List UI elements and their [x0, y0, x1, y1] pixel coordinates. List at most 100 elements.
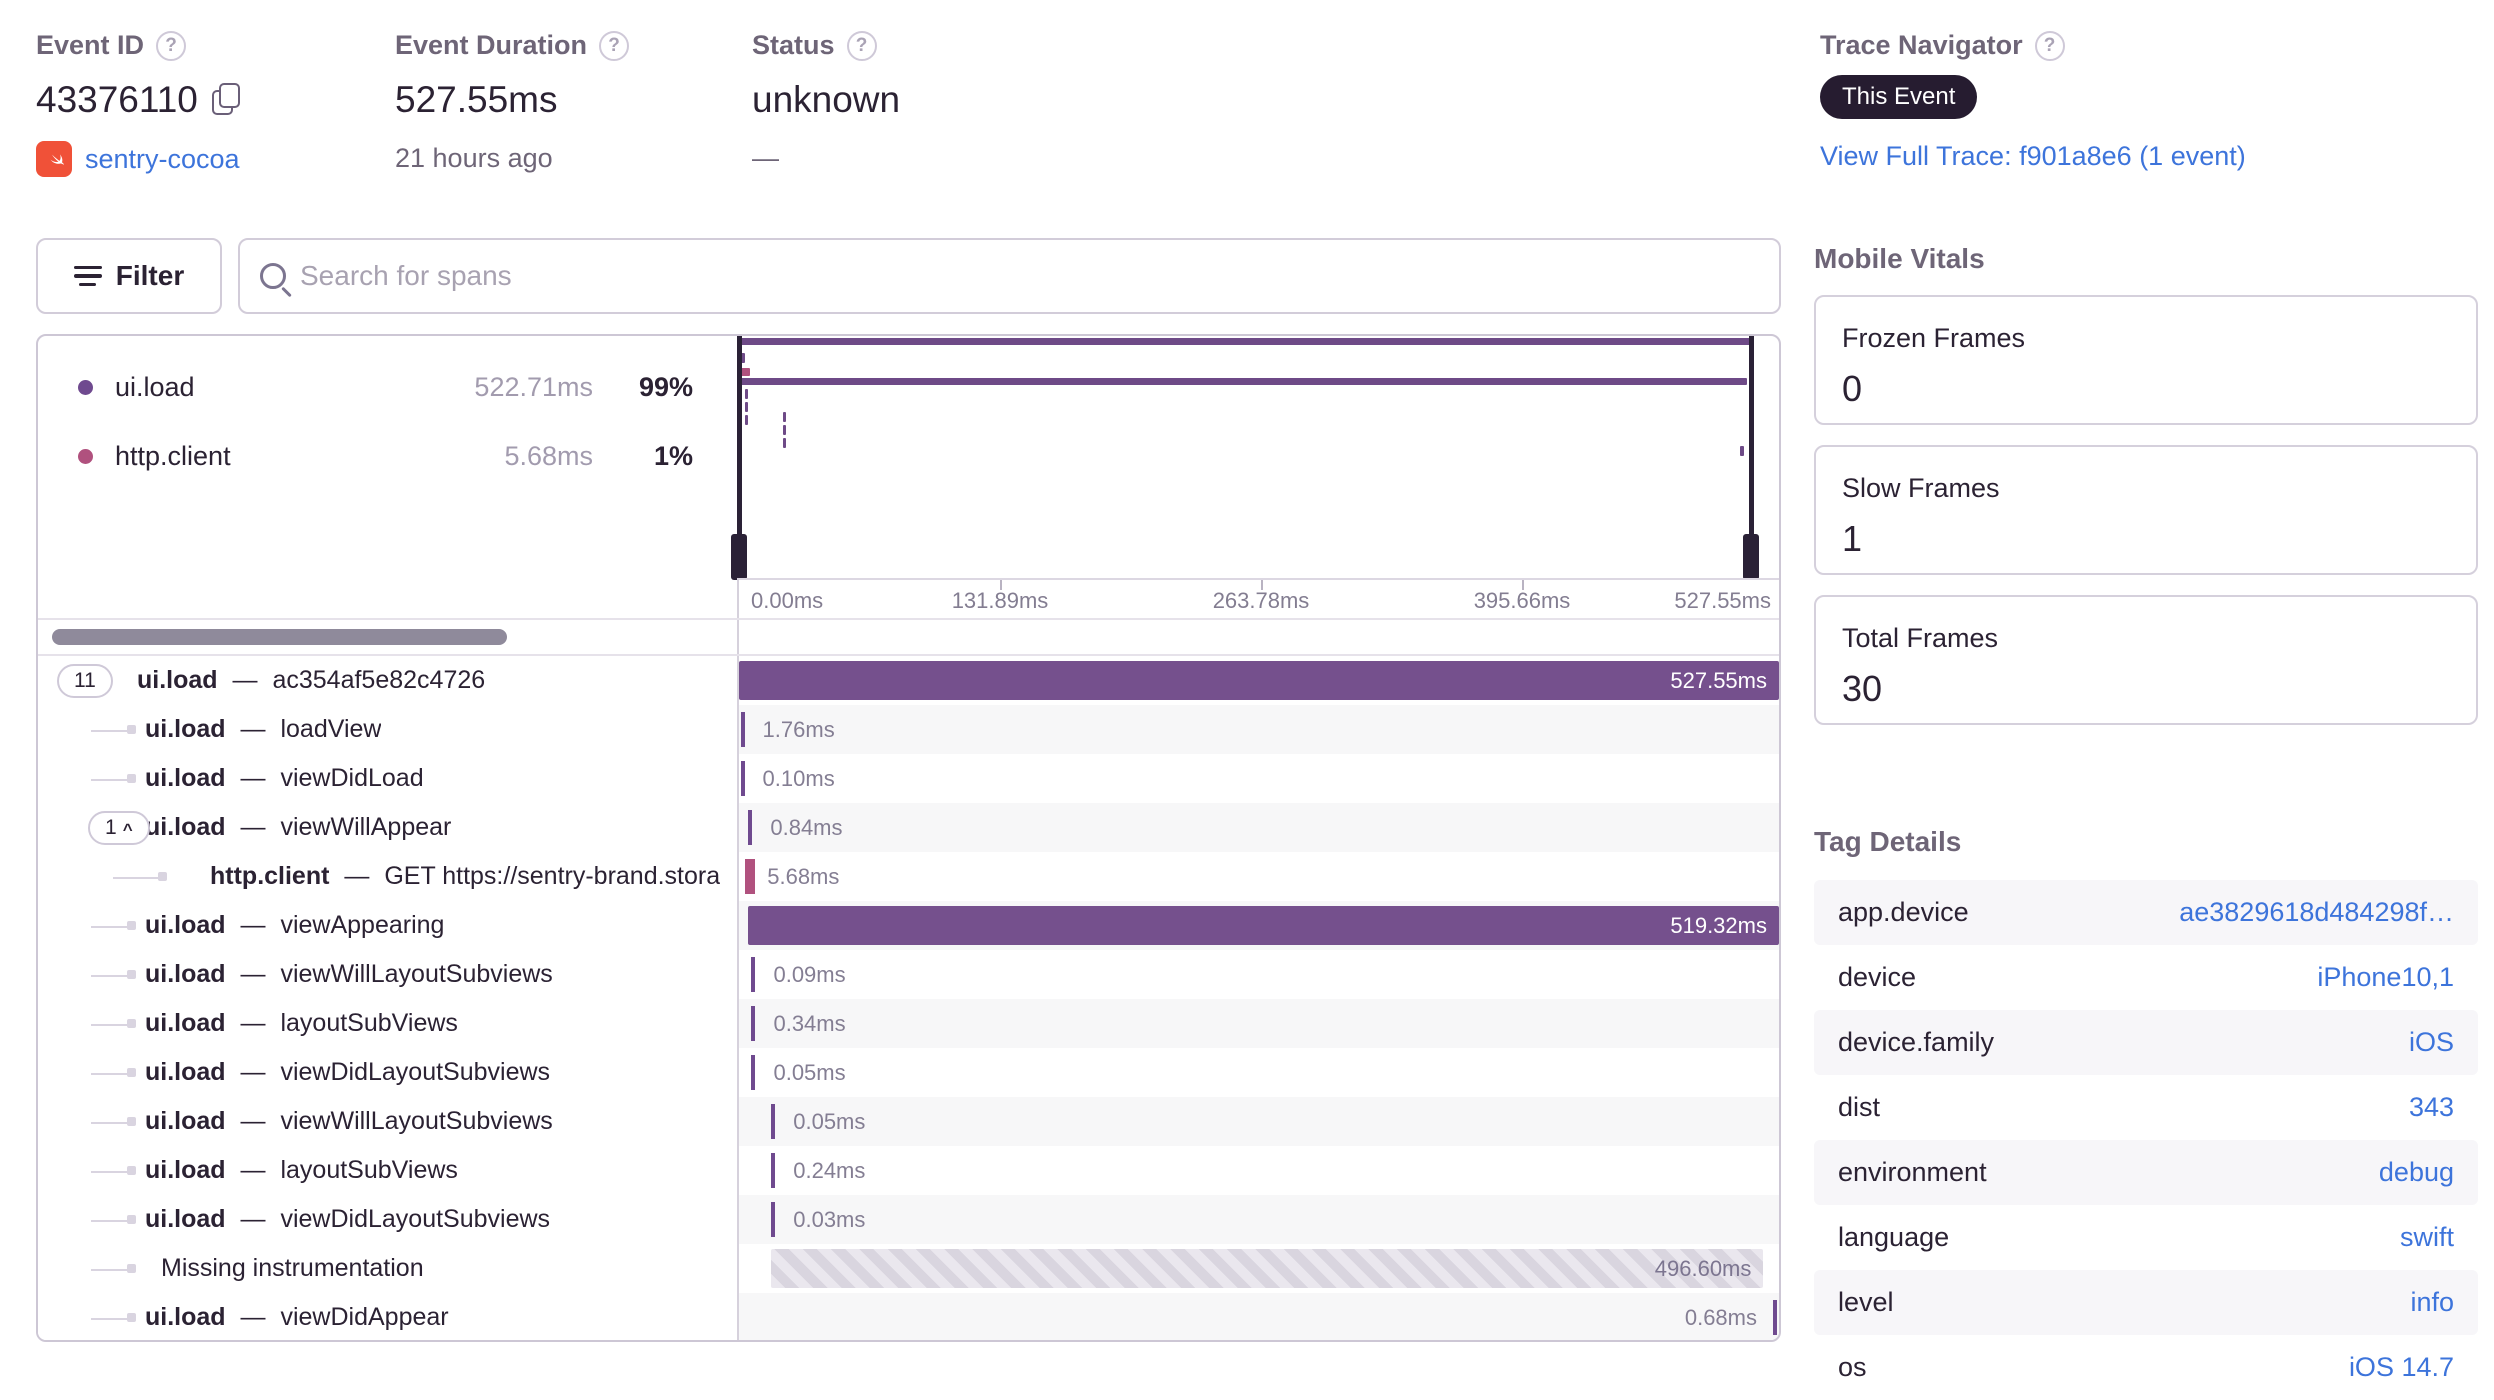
time-axis: 0.00ms 131.89ms 263.78ms 395.66ms 527.55ms	[739, 578, 1779, 618]
search-input[interactable]	[300, 260, 1759, 292]
tag-value-link[interactable]: ae3829618d484298f…	[2179, 897, 2454, 927]
span-tree-cell[interactable]: ^ ui.load — viewDidLayoutSubviews	[38, 1048, 739, 1097]
span-description: Missing instrumentation	[161, 1254, 424, 1282]
span-duration-lane[interactable]: 0.05ms	[739, 1097, 1779, 1146]
event-duration-label: Event Duration	[395, 30, 588, 60]
span-row[interactable]: ^ ui.load — layoutSubViews 0.34ms	[38, 999, 1779, 1048]
help-icon[interactable]: ?	[2034, 30, 2065, 61]
copy-icon[interactable]	[211, 83, 242, 117]
span-bar[interactable]: 519.32ms	[748, 906, 1779, 945]
span-op: http.client	[210, 862, 330, 890]
span-tree-cell[interactable]: ^ ui.load — layoutSubViews	[38, 1146, 739, 1195]
span-tick-bar[interactable]	[740, 712, 745, 747]
span-search-box[interactable]	[238, 238, 1781, 314]
legend-op-name: ui.load	[115, 372, 195, 402]
filter-button[interactable]: Filter	[36, 238, 222, 314]
span-row[interactable]: ^ ui.load — viewDidLoad 0.10ms	[38, 754, 1779, 803]
help-icon[interactable]: ?	[599, 30, 630, 61]
span-tree-cell[interactable]: ^ ui.load — viewWillLayoutSubviews	[38, 1097, 739, 1146]
span-duration-lane[interactable]: 0.10ms	[739, 754, 1779, 803]
span-tree-cell[interactable]: ^ ui.load — viewDidLayoutSubviews	[38, 1195, 739, 1244]
span-bar[interactable]: 527.55ms	[739, 661, 1779, 700]
span-row[interactable]: ^ ui.load — loadView 1.76ms	[38, 705, 1779, 754]
span-op: ui.load	[145, 1205, 226, 1233]
tag-value-link[interactable]: info	[2410, 1287, 2454, 1317]
span-row[interactable]: 1 ^ ui.load — viewWillAppear 0.84ms	[38, 803, 1779, 852]
span-duration-lane[interactable]: 0.03ms	[739, 1195, 1779, 1244]
span-row[interactable]: ^ ui.load — viewWillLayoutSubviews 0.09m…	[38, 950, 1779, 999]
span-ops-legend: ui.load 522.71ms 99% http.client 5.68ms …	[38, 336, 739, 578]
tag-value-link[interactable]: iOS 14.7	[2348, 1352, 2454, 1382]
tag-value-link[interactable]: 343	[2408, 1092, 2454, 1122]
span-duration-lane[interactable]: 5.68ms	[739, 852, 1779, 901]
span-tick-bar[interactable]	[748, 810, 753, 845]
tag-row: environment debug	[1814, 1140, 2478, 1205]
vital-label: Frozen Frames	[1842, 323, 2026, 353]
minimap-handle-grip[interactable]	[1742, 534, 1759, 580]
missing-instrumentation-bar[interactable]: 496.60ms	[771, 1249, 1764, 1288]
span-tree-cell[interactable]: 1 ^ ui.load — viewWillAppear	[38, 803, 739, 852]
tag-value-link[interactable]: iPhone10,1	[2317, 962, 2454, 992]
span-duration-lane[interactable]: 0.05ms	[739, 1048, 1779, 1097]
minimap-viewport-handle[interactable]	[1748, 336, 1754, 578]
tag-value-link[interactable]: debug	[2378, 1157, 2454, 1187]
help-icon[interactable]: ?	[156, 30, 187, 61]
span-tick-bar[interactable]	[771, 1202, 776, 1237]
span-row[interactable]: ^ ui.load — viewDidAppear 0.68ms	[38, 1293, 1779, 1340]
span-tree-cell[interactable]: ^ ui.load — viewDidLoad	[38, 754, 739, 803]
span-tick-bar[interactable]	[1773, 1300, 1777, 1335]
span-row[interactable]: ^ ui.load — viewAppearing 519.32ms	[38, 901, 1779, 950]
trace-minimap[interactable]	[731, 336, 1779, 580]
span-tick-bar[interactable]	[771, 1153, 776, 1188]
span-tick-bar[interactable]	[751, 1055, 756, 1090]
span-description: viewDidLayoutSubviews	[280, 1205, 551, 1233]
span-tick-bar[interactable]	[745, 859, 756, 894]
view-full-trace-link[interactable]: View Full Trace: f901a8e6 (1 event)	[1820, 141, 2246, 171]
span-row[interactable]: ^ ui.load — viewDidLayoutSubviews 0.03ms	[38, 1195, 1779, 1244]
span-tick-bar[interactable]	[771, 1104, 776, 1139]
help-icon[interactable]: ?	[846, 30, 877, 61]
span-duration-lane[interactable]: 0.68ms	[739, 1293, 1779, 1340]
span-duration-lane[interactable]: 496.60ms	[739, 1244, 1779, 1293]
tag-row: dist 343	[1814, 1075, 2478, 1140]
this-event-badge[interactable]: This Event	[1820, 75, 1978, 119]
span-row[interactable]: ^ ui.load — viewWillLayoutSubviews 0.05m…	[38, 1097, 1779, 1146]
span-tick-bar[interactable]	[751, 957, 756, 992]
span-row[interactable]: ^ ui.load — layoutSubViews 0.24ms	[38, 1146, 1779, 1195]
span-duration-lane[interactable]: 527.55ms	[739, 656, 1779, 705]
span-duration-label: 0.03ms	[793, 1206, 866, 1232]
span-count-pill[interactable]: 11^	[57, 663, 113, 698]
span-row[interactable]: 11^ ui.load — ac354af5e82c4726 527.55ms	[38, 656, 1779, 705]
minimap-span-mark	[782, 412, 787, 422]
span-tick-bar[interactable]	[740, 761, 745, 796]
span-tree-cell[interactable]: ^ ui.load — layoutSubViews	[38, 999, 739, 1048]
span-tree-cell[interactable]: ^ Missing instrumentation	[38, 1244, 739, 1293]
span-duration-lane[interactable]: 1.76ms	[739, 705, 1779, 754]
span-row[interactable]: ^ http.client — GET https://sentry-brand…	[38, 852, 1779, 901]
status-sub: —	[752, 143, 779, 173]
horizontal-scrollbar[interactable]	[52, 629, 507, 645]
span-tree-cell[interactable]: ^ ui.load — viewWillLayoutSubviews	[38, 950, 739, 999]
span-separator: —	[225, 666, 265, 694]
span-row[interactable]: ^ Missing instrumentation 496.60ms	[38, 1244, 1779, 1293]
tag-value-link[interactable]: iOS	[2408, 1027, 2454, 1057]
minimap-handle-grip[interactable]	[731, 534, 747, 580]
span-tree-cell[interactable]: ^ ui.load — loadView	[38, 705, 739, 754]
span-row[interactable]: ^ ui.load — viewDidLayoutSubviews 0.05ms	[38, 1048, 1779, 1097]
span-duration-lane[interactable]: 519.32ms	[739, 901, 1779, 950]
span-duration-lane[interactable]: 0.84ms	[739, 803, 1779, 852]
span-duration-lane[interactable]: 0.24ms	[739, 1146, 1779, 1195]
span-count-pill[interactable]: 1 ^	[88, 810, 150, 845]
span-separator: —	[233, 1107, 273, 1135]
span-duration-lane[interactable]: 0.09ms	[739, 950, 1779, 999]
tag-value-link[interactable]: swift	[2400, 1222, 2454, 1252]
span-tree-cell[interactable]: 11^ ui.load — ac354af5e82c4726	[38, 656, 739, 705]
project-link[interactable]: sentry-cocoa	[85, 143, 240, 174]
span-tick-bar[interactable]	[751, 1006, 756, 1041]
span-tree-cell[interactable]: ^ ui.load — viewAppearing	[38, 901, 739, 950]
span-tree-cell[interactable]: ^ ui.load — viewDidAppear	[38, 1293, 739, 1340]
span-duration-lane[interactable]: 0.34ms	[739, 999, 1779, 1048]
minimap-viewport-handle[interactable]	[737, 336, 742, 578]
span-tree-cell[interactable]: ^ http.client — GET https://sentry-brand…	[38, 852, 739, 901]
span-separator: —	[233, 813, 273, 841]
